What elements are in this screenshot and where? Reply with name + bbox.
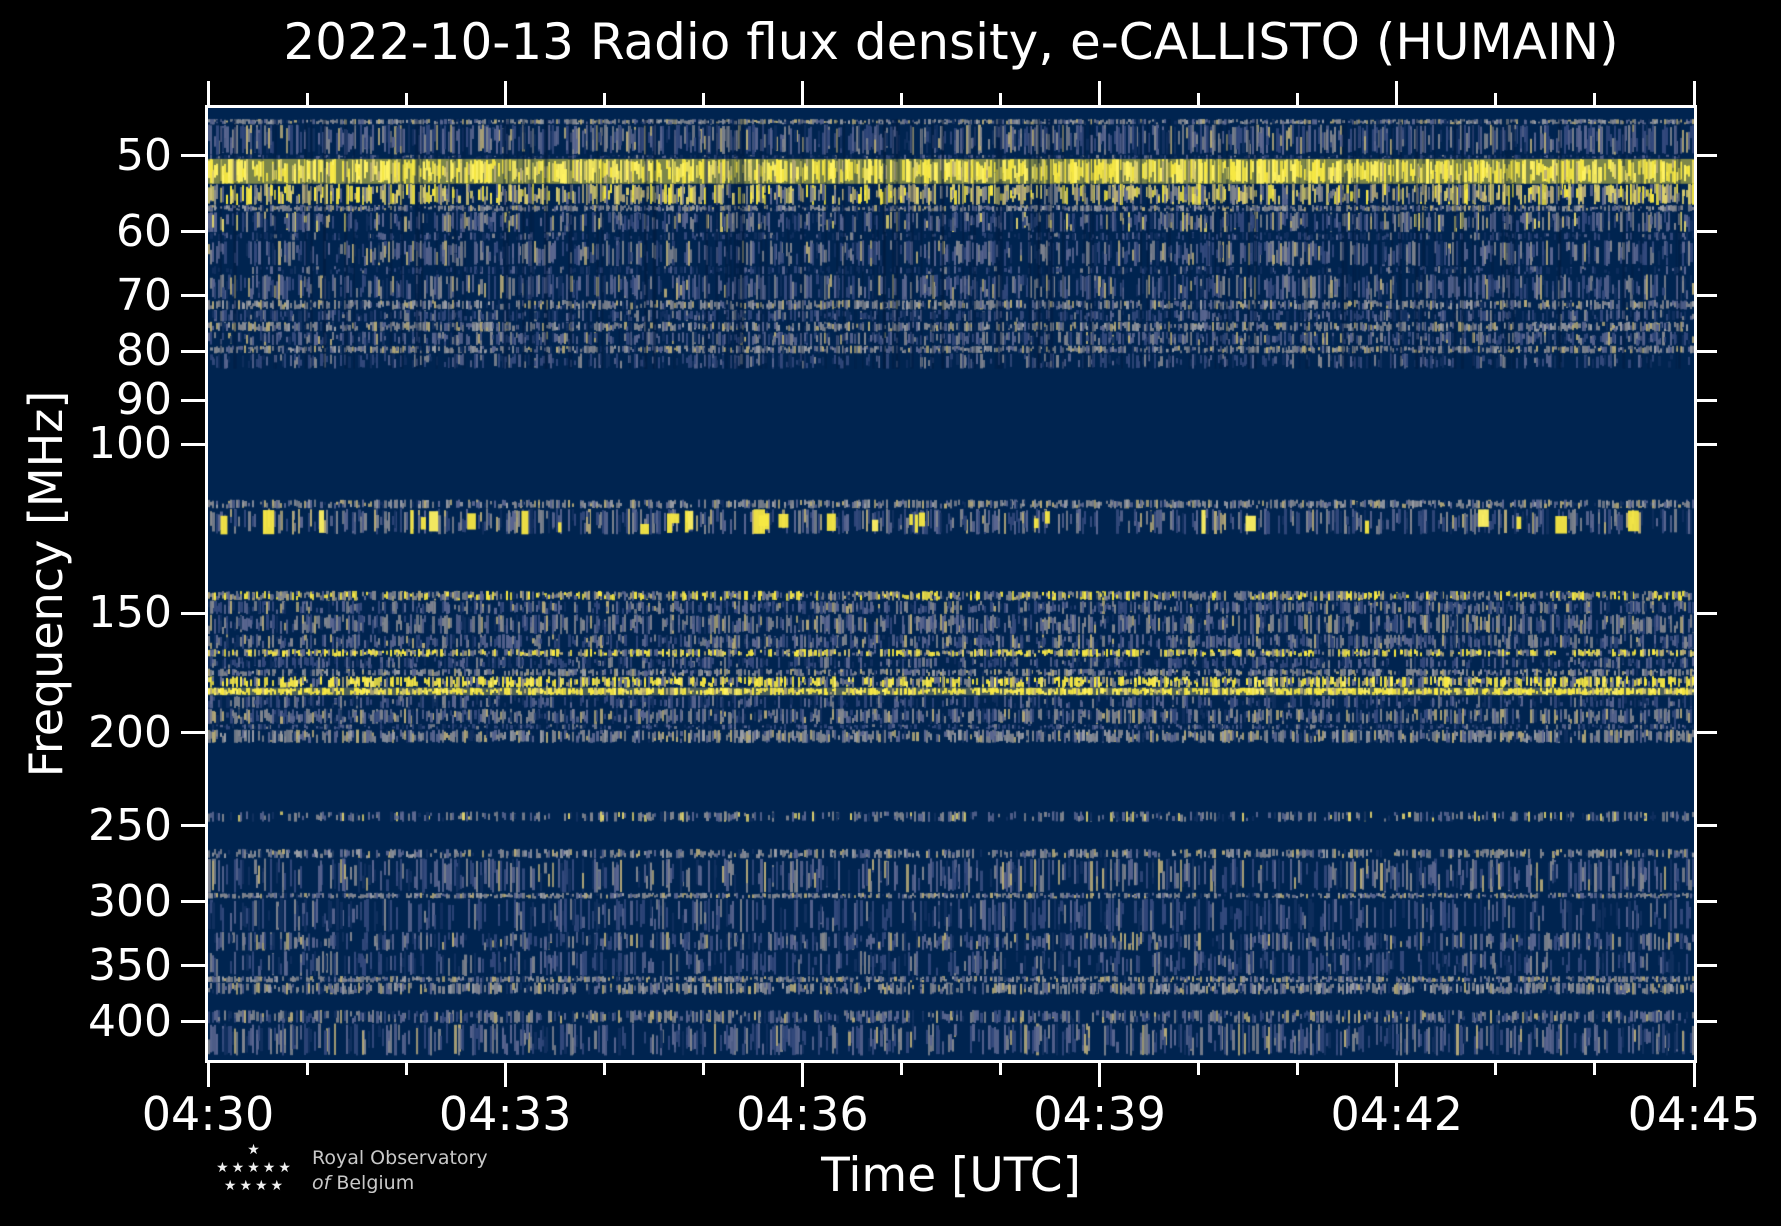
y-tick-label: 50 <box>116 129 172 181</box>
y-tick-label: 150 <box>88 587 172 639</box>
y-axis-label: Frequency [MHz] <box>19 390 73 778</box>
x-major-tick-top <box>800 81 804 105</box>
rob-org-line2: of Belgium <box>312 1171 488 1196</box>
x-tick-label: 04:33 <box>438 1087 572 1141</box>
x-minor-tick-top <box>1296 93 1300 105</box>
x-major-tick-bottom <box>1098 1063 1102 1087</box>
y-major-tick-right <box>1697 731 1717 735</box>
x-tick-label: 04:45 <box>1627 1087 1761 1141</box>
y-tick-label: 80 <box>116 325 172 377</box>
chart-title: 2022-10-13 Radio flux density, e-CALLIST… <box>283 13 1619 71</box>
y-major-tick-right <box>1697 154 1717 158</box>
y-major-tick-right <box>1697 230 1717 234</box>
y-major-tick-left <box>181 731 205 735</box>
x-minor-tick-bottom <box>305 1063 309 1075</box>
x-major-tick-bottom <box>206 1063 210 1087</box>
y-major-tick-left <box>181 294 205 298</box>
y-tick-label: 300 <box>88 875 172 927</box>
y-tick-label: 250 <box>88 799 172 851</box>
x-minor-tick-bottom <box>899 1063 903 1075</box>
y-tick-label: 350 <box>88 939 172 991</box>
x-major-tick-bottom <box>503 1063 507 1087</box>
y-major-tick-right <box>1697 964 1717 968</box>
y-major-tick-right <box>1697 1020 1717 1024</box>
x-minor-tick-bottom <box>701 1063 705 1075</box>
x-minor-tick-bottom <box>1197 1063 1201 1075</box>
y-major-tick-right <box>1697 442 1717 446</box>
x-minor-tick-top <box>899 93 903 105</box>
rob-logo-text: Royal Observatory of Belgium <box>312 1146 488 1196</box>
rob-org-line1: Royal Observatory <box>312 1147 488 1169</box>
plot-border <box>205 105 1697 1063</box>
y-tick-label: 90 <box>116 374 172 426</box>
y-tick-label: 400 <box>88 995 172 1047</box>
x-axis-label: Time [UTC] <box>821 1148 1081 1203</box>
x-major-tick-top <box>1098 81 1102 105</box>
y-major-tick-right <box>1697 398 1717 402</box>
star-row-2: ★★★★★ <box>216 1160 294 1176</box>
x-minor-tick-top <box>1494 93 1498 105</box>
y-major-tick-right <box>1697 349 1717 353</box>
star-row-3: ★★★★ <box>223 1178 287 1194</box>
x-minor-tick-bottom <box>1296 1063 1300 1075</box>
star-row-1: ★ <box>247 1142 263 1158</box>
y-tick-label: 200 <box>88 706 172 758</box>
x-minor-tick-top <box>701 93 705 105</box>
y-major-tick-left <box>181 349 205 353</box>
y-major-tick-right <box>1697 611 1717 615</box>
rob-org-of: of <box>312 1172 331 1194</box>
y-tick-label: 100 <box>88 418 172 470</box>
y-major-tick-right <box>1697 824 1717 828</box>
x-major-tick-top <box>1395 81 1399 105</box>
x-minor-tick-top <box>1593 93 1597 105</box>
y-tick-label: 60 <box>116 205 172 257</box>
rob-org-country: Belgium <box>336 1172 415 1194</box>
x-minor-tick-bottom <box>602 1063 606 1075</box>
y-major-tick-left <box>181 154 205 158</box>
spectrogram-canvas <box>208 108 1694 1060</box>
y-tick-label: 70 <box>116 269 172 321</box>
x-minor-tick-bottom <box>999 1063 1003 1075</box>
y-major-tick-right <box>1697 900 1717 904</box>
x-tick-label: 04:39 <box>1033 1087 1166 1141</box>
y-major-tick-left <box>181 964 205 968</box>
y-major-tick-left <box>181 398 205 402</box>
x-tick-label: 04:36 <box>736 1087 869 1141</box>
y-major-tick-left <box>181 442 205 446</box>
y-major-tick-right <box>1697 294 1717 298</box>
x-tick-label: 04:30 <box>141 1087 275 1141</box>
y-major-tick-left <box>181 230 205 234</box>
x-major-tick-bottom <box>1395 1063 1399 1087</box>
x-minor-tick-bottom <box>1593 1063 1597 1075</box>
y-major-tick-left <box>181 824 205 828</box>
y-major-tick-left <box>181 900 205 904</box>
x-minor-tick-bottom <box>404 1063 408 1075</box>
x-major-tick-bottom <box>800 1063 804 1087</box>
rob-logo-stars: ★ ★★★★★ ★★★★ <box>205 1141 305 1195</box>
x-major-tick-top <box>206 81 210 105</box>
y-major-tick-left <box>181 1020 205 1024</box>
x-minor-tick-top <box>999 93 1003 105</box>
x-major-tick-top <box>503 81 507 105</box>
x-major-tick-top <box>1692 81 1696 105</box>
x-minor-tick-top <box>305 93 309 105</box>
x-minor-tick-top <box>404 93 408 105</box>
x-tick-label: 04:42 <box>1330 1087 1464 1141</box>
x-major-tick-bottom <box>1692 1063 1696 1087</box>
x-minor-tick-bottom <box>1494 1063 1498 1075</box>
y-major-tick-left <box>181 611 205 615</box>
x-minor-tick-top <box>1197 93 1201 105</box>
x-minor-tick-top <box>602 93 606 105</box>
